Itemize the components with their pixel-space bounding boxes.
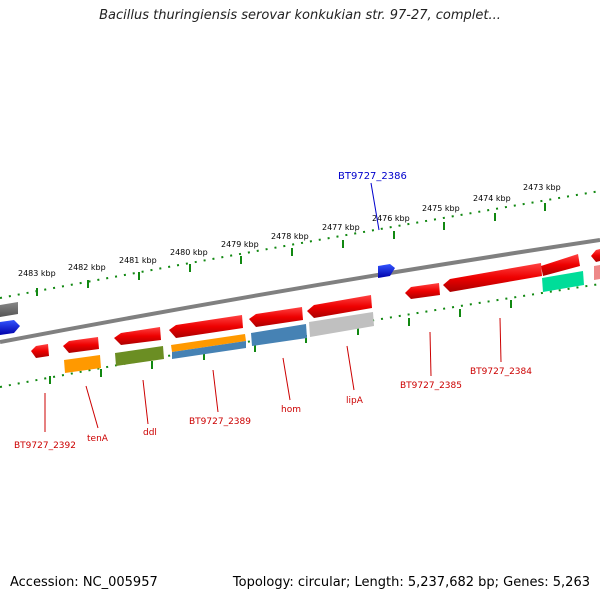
gene-label[interactable]: BT9727_2392 xyxy=(14,441,76,451)
gene-label[interactable]: lipA xyxy=(346,396,364,406)
topology-label: Topology: circular; Length: 5,237,682 bp… xyxy=(232,575,590,590)
gene-arrow[interactable] xyxy=(0,302,18,317)
gene-label[interactable]: BT9727_2385 xyxy=(400,381,462,391)
gene-bar[interactable] xyxy=(309,312,374,337)
gene-arrow[interactable] xyxy=(443,263,542,292)
kbp-label: 2477 kbp xyxy=(322,223,360,232)
kbp-label: 2479 kbp xyxy=(221,240,259,249)
kbp-label: 2478 kbp xyxy=(271,232,309,241)
kbp-label: 2482 kbp xyxy=(68,263,106,272)
accession-label: Accession: NC_005957 xyxy=(10,575,158,590)
gene-label[interactable]: BT9727_2384 xyxy=(470,367,532,377)
gene-bar[interactable] xyxy=(171,334,246,352)
kbp-label: 2481 kbp xyxy=(119,256,157,265)
outer-scale xyxy=(0,190,600,299)
reverse-genes xyxy=(31,254,580,358)
gene-bar[interactable] xyxy=(172,341,246,359)
genome-title: Bacillus thuringiensis serovar konkukian… xyxy=(99,8,501,23)
kbp-label: 2476 kbp xyxy=(372,214,410,223)
kbp-labels: 2483 kbp 2482 kbp 2481 kbp 2480 kbp 2479… xyxy=(18,183,561,278)
gene-arrow[interactable] xyxy=(594,265,600,280)
gene-label[interactable]: ddl xyxy=(143,428,157,438)
gene-arrow[interactable] xyxy=(169,315,243,338)
gene-pointer xyxy=(370,182,380,231)
gene-bar[interactable] xyxy=(251,324,307,346)
gene-arrow[interactable] xyxy=(541,254,580,276)
gene-arrow[interactable] xyxy=(378,264,395,278)
outer-major-ticks xyxy=(36,203,546,296)
genome-backbone xyxy=(0,238,600,344)
gene-pointers xyxy=(44,317,502,432)
cog-bars xyxy=(64,271,584,373)
kbp-label: 2483 kbp xyxy=(18,269,56,278)
gene-arrow[interactable] xyxy=(307,295,372,318)
gene-arrow[interactable] xyxy=(63,337,99,353)
gene-bar[interactable] xyxy=(64,355,101,373)
gene-arrow[interactable] xyxy=(114,327,161,345)
gene-bar[interactable] xyxy=(115,346,164,366)
kbp-label: 2475 kbp xyxy=(422,204,460,213)
kbp-label: 2474 kbp xyxy=(473,194,511,203)
gene-arrow[interactable] xyxy=(405,283,440,299)
gene-arrow[interactable] xyxy=(591,249,600,262)
gene-label[interactable]: hom xyxy=(281,405,301,415)
gene-labels: BT9727_2392 tenA ddl BT9727_2389 hom lip… xyxy=(14,367,532,451)
gene-arrow[interactable] xyxy=(31,344,49,358)
kbp-label: 2473 kbp xyxy=(523,183,561,192)
kbp-label: 2480 kbp xyxy=(170,248,208,257)
inner-scale xyxy=(0,283,600,388)
gene-bar[interactable] xyxy=(542,271,584,292)
highlighted-gene-label[interactable]: BT9727_2386 xyxy=(338,171,407,182)
gene-arrow[interactable] xyxy=(0,320,20,335)
gene-label[interactable]: BT9727_2389 xyxy=(189,417,251,427)
gene-label[interactable]: tenA xyxy=(87,434,109,444)
gene-arrow[interactable] xyxy=(249,307,303,327)
